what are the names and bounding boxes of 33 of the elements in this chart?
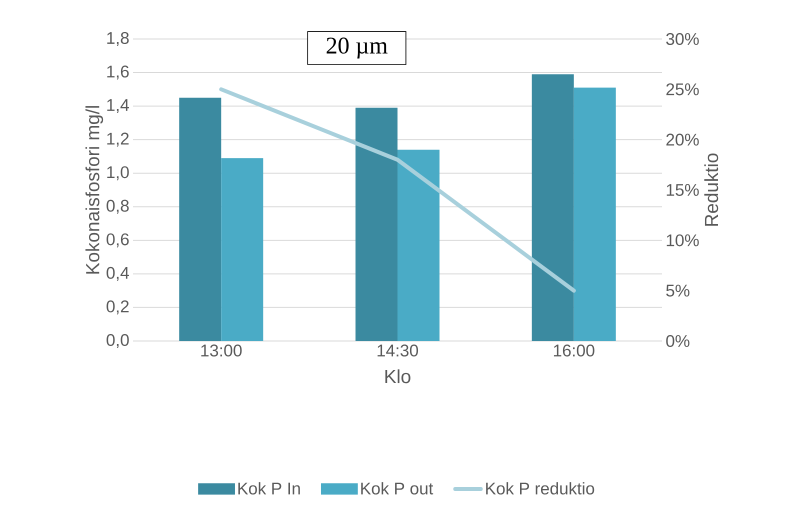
y-tick-label: 1,4 <box>107 99 129 114</box>
bar <box>179 98 222 341</box>
x-tick-label: 13:00 <box>201 344 242 356</box>
x-tick-label: 16:00 <box>554 344 594 356</box>
y-tick-label: 0,2 <box>106 300 129 314</box>
y2-tick-label: 15% <box>666 184 699 196</box>
y-tick-label: 0,6 <box>106 233 129 248</box>
y2-tick-label: 10% <box>666 234 699 246</box>
bar <box>574 88 616 341</box>
legend-label: Kok P In <box>238 482 300 495</box>
y2-tick-label: 25% <box>666 83 699 96</box>
y-axis-title: Kokonaisfosfori mg/l <box>85 106 104 274</box>
y2-tick-label: 5% <box>666 284 690 297</box>
y-tick-label: 0,8 <box>106 200 129 214</box>
y-tick-label: 1,6 <box>107 66 129 80</box>
y-tick-label: 1,0 <box>107 166 129 180</box>
y-tick-label: 0,4 <box>106 266 129 281</box>
bar <box>221 158 264 341</box>
x-axis-title: Klo <box>385 369 410 384</box>
legend-label: Kok P out <box>361 482 434 495</box>
bar <box>356 108 398 341</box>
y2-tick-label: 20% <box>666 134 699 146</box>
y-tick-label: 1,8 <box>107 32 129 46</box>
x-tick-label: 14:30 <box>378 344 418 356</box>
y-tick-label: 0,0 <box>106 334 129 348</box>
bar <box>532 74 574 341</box>
annotation: 20 µm <box>326 38 388 59</box>
y2-tick-label: 30% <box>666 32 699 45</box>
bar <box>398 150 440 341</box>
y2-axis-title: Reduktio <box>704 153 718 226</box>
legend-label: Kok P reduktio <box>486 482 594 495</box>
y-tick-label: 1,2 <box>107 132 129 147</box>
y2-tick-label: 0% <box>666 334 690 347</box>
